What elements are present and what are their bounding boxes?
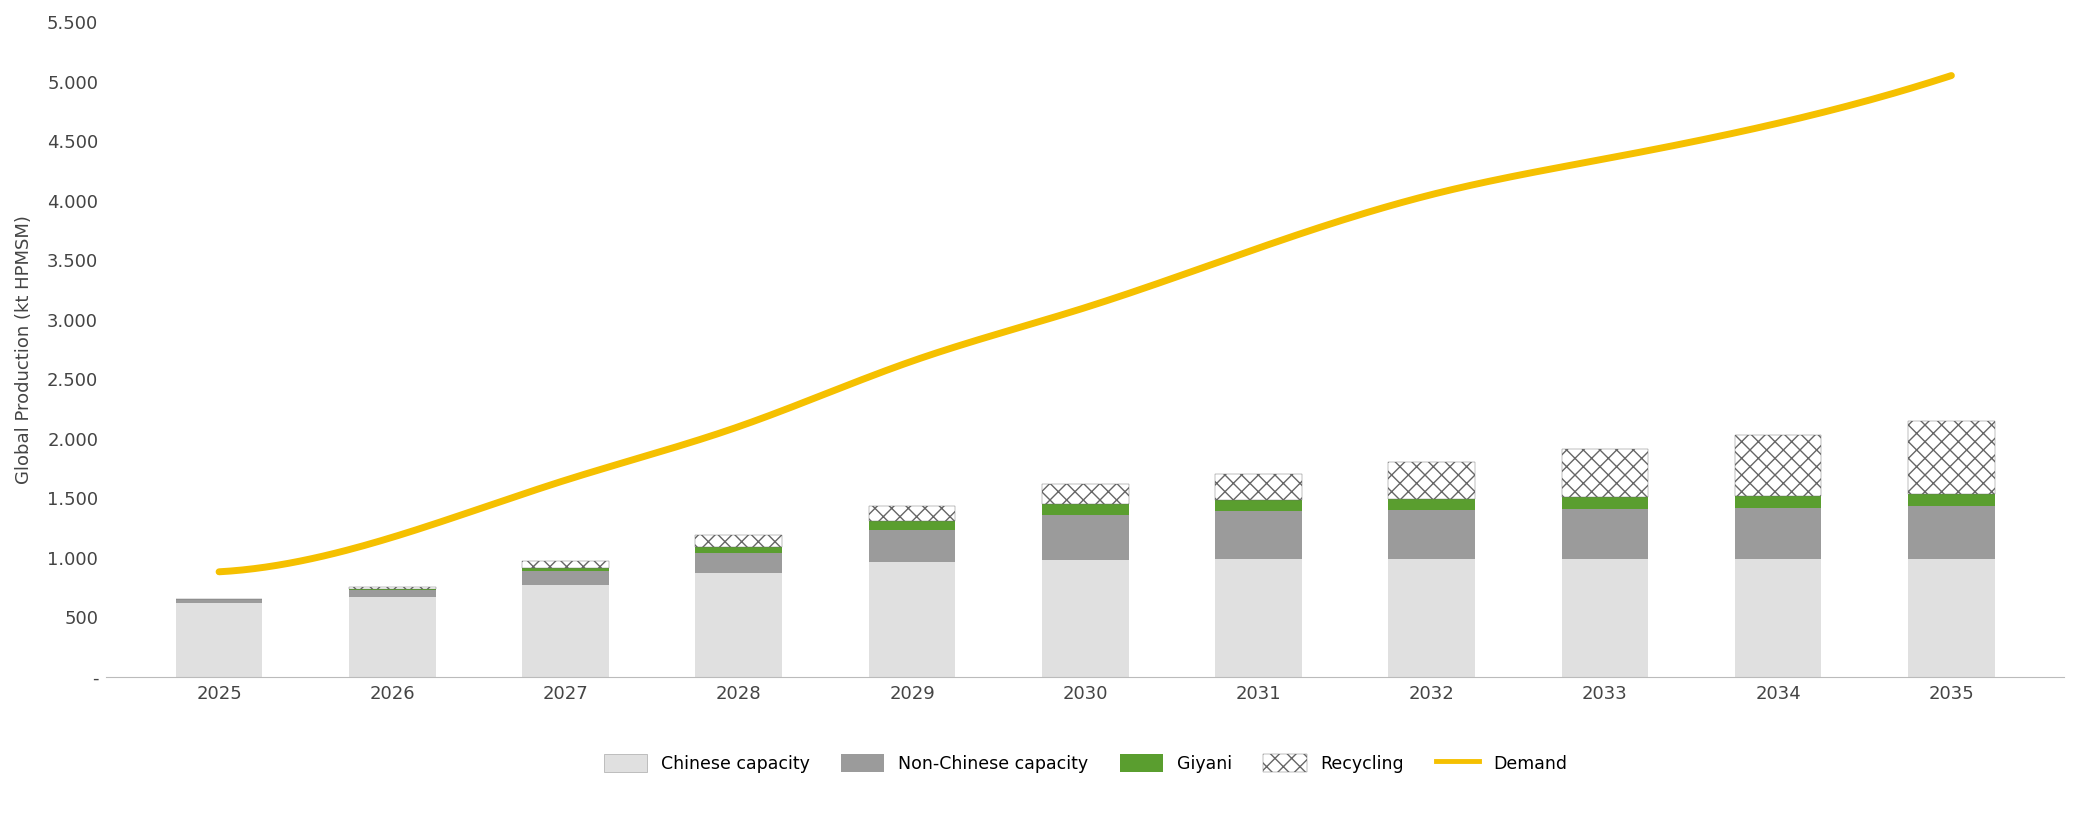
Bar	[1909, 494, 1994, 507]
Bar	[522, 585, 609, 676]
Bar	[1909, 421, 1994, 494]
Bar	[696, 535, 782, 547]
Bar	[1734, 507, 1821, 558]
Bar	[1734, 496, 1821, 507]
Bar	[1214, 474, 1301, 500]
Bar	[696, 553, 782, 573]
Bar	[696, 547, 782, 553]
Bar	[869, 521, 956, 530]
Bar	[869, 563, 956, 676]
Bar	[696, 573, 782, 676]
Bar	[522, 571, 609, 585]
Bar	[1389, 558, 1474, 676]
Bar	[1909, 507, 1994, 558]
Bar	[1214, 500, 1301, 511]
Bar	[349, 589, 437, 590]
Bar	[1561, 449, 1649, 497]
Bar	[177, 599, 262, 603]
Bar	[1561, 509, 1649, 558]
Bar	[1042, 484, 1129, 504]
Bar	[1561, 558, 1649, 676]
Legend: Chinese capacity, Non-Chinese capacity, Giyani, Recycling, Demand: Chinese capacity, Non-Chinese capacity, …	[603, 754, 1568, 772]
Bar	[869, 506, 956, 521]
Bar	[177, 603, 262, 676]
Bar	[349, 590, 437, 597]
Bar	[1561, 497, 1649, 509]
Bar	[1214, 511, 1301, 558]
Bar	[349, 587, 437, 589]
Bar	[1042, 504, 1129, 515]
Bar	[1042, 560, 1129, 676]
Bar	[1909, 558, 1994, 676]
Bar	[1389, 498, 1474, 510]
Y-axis label: Global Production (kt HPMSM): Global Production (kt HPMSM)	[15, 215, 33, 484]
Bar	[1389, 461, 1474, 498]
Bar	[1734, 558, 1821, 676]
Bar	[1042, 515, 1129, 560]
Bar	[522, 568, 609, 571]
Bar	[1389, 510, 1474, 558]
Bar	[869, 530, 956, 563]
Bar	[1214, 558, 1301, 676]
Bar	[1734, 435, 1821, 496]
Bar	[522, 561, 609, 568]
Bar	[349, 597, 437, 676]
